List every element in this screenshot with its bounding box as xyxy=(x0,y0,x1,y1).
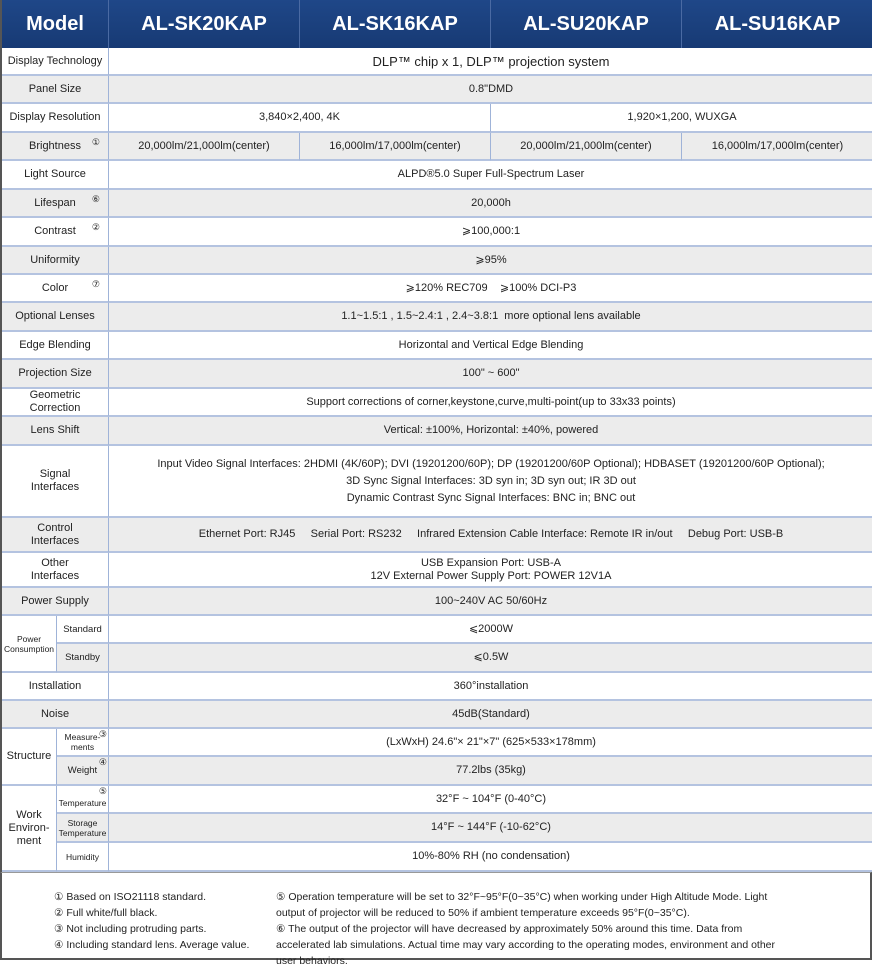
footnote-marker: ③ xyxy=(98,729,107,739)
row-value: ⩽0.5W xyxy=(109,644,872,673)
sub-label-text: Weight xyxy=(67,765,98,776)
row-value: 1,920×1,200, WUXGA xyxy=(491,104,872,133)
row-value: 16,000lm/17,000lm(center) xyxy=(300,133,491,161)
row-label-text: Brightness xyxy=(29,139,81,152)
model-column-header: AL-SK16KAP xyxy=(300,0,491,48)
sub-label: Weight ④ xyxy=(57,757,109,786)
row-value: DLP™ chip x 1, DLP™ projection system xyxy=(109,48,872,76)
footnote-marker: ① xyxy=(91,137,100,147)
value-line: Input Video Signal Interfaces: 2HDMI (4K… xyxy=(157,457,825,470)
value-line: Dynamic Contrast Sync Signal Interfaces:… xyxy=(346,491,636,504)
footnote-marker: ⑥ xyxy=(91,194,100,204)
row-label-text: Contrast xyxy=(34,225,76,237)
row-label: Lens Shift xyxy=(2,417,109,446)
row-label: Optional Lenses xyxy=(2,303,109,332)
row-value: 20,000h xyxy=(109,190,872,218)
value-line: 12V External Power Supply Port: POWER 12… xyxy=(370,569,612,582)
row-label: Lifespan ⑥ xyxy=(2,190,109,218)
row-label: Geometric Correction xyxy=(2,389,109,417)
row-value: 100" ~ 600" xyxy=(109,360,872,389)
row-value: 1.1~1.5:1 , 1.5~2.4:1 , 2.4~3.8:1 more o… xyxy=(109,303,872,332)
row-label: Brightness ① xyxy=(2,133,109,161)
row-value: Horizontal and Vertical Edge Blending xyxy=(109,332,872,360)
row-value: 16,000lm/17,000lm(center) xyxy=(682,133,872,161)
model-column-header: AL-SU16KAP xyxy=(682,0,872,48)
model-column-header: AL-SK20KAP xyxy=(109,0,300,48)
row-value: ALPD®5.0 Super Full-Spectrum Laser xyxy=(109,161,872,190)
row-label: Other Interfaces xyxy=(2,553,109,588)
sub-label: Standard xyxy=(57,616,109,644)
sub-label: Standby xyxy=(57,644,109,673)
row-group-label: Power Consumption xyxy=(2,616,57,673)
row-label: Panel Size xyxy=(2,76,109,104)
row-value: Vertical: ±100%, Horizontal: ±40%, power… xyxy=(109,417,872,446)
row-value: 77.2lbs (35kg) xyxy=(109,757,872,786)
model-column-header: AL-SU20KAP xyxy=(491,0,682,48)
row-value: Ethernet Port: RJ45 Serial Port: RS232 I… xyxy=(109,518,872,553)
value-line: USB Expansion Port: USB-A xyxy=(420,556,561,569)
row-value: 3,840×2,400, 4K xyxy=(109,104,491,133)
row-group-label: Work Environ-ment xyxy=(2,786,57,872)
row-label: Edge Blending xyxy=(2,332,109,360)
sub-label: Measure-ments ③ xyxy=(57,729,109,757)
row-value: ⩾100,000:1 xyxy=(109,218,872,247)
spec-table: Model AL-SK20KAP AL-SK16KAP AL-SU20KAP A… xyxy=(0,0,872,872)
row-label: Uniformity xyxy=(2,247,109,275)
value-line: 3D Sync Signal Interfaces: 3D syn in; 3D… xyxy=(346,474,636,487)
row-value: 0.8"DMD xyxy=(109,76,872,104)
row-label: Signal Interfaces xyxy=(2,446,109,518)
row-label: Control Interfaces xyxy=(2,518,109,553)
row-group-label: Structure xyxy=(2,729,57,786)
row-label: Projection Size xyxy=(2,360,109,389)
row-value: (LxWxH) 24.6"× 21"×7" (625×533×178mm) xyxy=(109,729,872,757)
row-value: 20,000lm/21,000lm(center) xyxy=(491,133,682,161)
row-label: Power Supply xyxy=(2,588,109,616)
row-value: 10%-80% RH (no condensation) xyxy=(109,843,872,872)
footnote: ② Full white/full black. xyxy=(54,907,158,919)
sub-label: Temperature ⑤ xyxy=(57,786,109,814)
footnote: ⑤ Operation temperature will be set to 3… xyxy=(276,891,768,919)
row-value: ⩾95% xyxy=(109,247,872,275)
row-value: USB Expansion Port: USB-A 12V External P… xyxy=(109,553,872,588)
footnotes-right: ⑤ Operation temperature will be set to 3… xyxy=(276,889,796,967)
footnote: ④ Including standard lens. Average value… xyxy=(54,939,250,951)
sub-label-text: Temperature xyxy=(58,798,107,808)
row-value: ⩾120% REC709 ⩾100% DCI-P3 xyxy=(109,275,872,303)
sub-label: Humidity xyxy=(57,843,109,872)
footnote: ⑥ The output of the projector will have … xyxy=(276,923,776,967)
row-label: Light Source xyxy=(2,161,109,190)
footnote-marker: ④ xyxy=(98,757,107,767)
row-label-text: Color xyxy=(41,281,69,294)
row-label: Color ⑦ xyxy=(2,275,109,303)
row-label-text: Lifespan xyxy=(34,196,76,209)
footnote: ① Based on ISO21118 standard. xyxy=(54,891,207,903)
row-label: Display Resolution xyxy=(2,104,109,133)
footnotes-left: ① Based on ISO21118 standard. ② Full whi… xyxy=(54,889,276,958)
model-header: Model xyxy=(2,0,109,48)
row-label: Noise xyxy=(2,701,109,729)
row-value: 100~240V AC 50/60Hz xyxy=(109,588,872,616)
row-value: Support corrections of corner,keystone,c… xyxy=(109,389,872,417)
row-value: 360°installation xyxy=(109,673,872,701)
row-value: 14°F ~ 144°F (-10-62°C) xyxy=(109,814,872,843)
row-value: Input Video Signal Interfaces: 2HDMI (4K… xyxy=(109,446,872,518)
footnote-marker: ⑤ xyxy=(98,786,107,796)
footnote-marker: ⑦ xyxy=(91,279,100,289)
footnotes: ① Based on ISO21118 standard. ② Full whi… xyxy=(0,872,872,967)
sub-label: Storage Temperature xyxy=(57,814,109,843)
row-value: 32°F ~ 104°F (0-40°C) xyxy=(109,786,872,814)
footnote-marker: ② xyxy=(91,222,100,232)
row-value: 20,000lm/21,000lm(center) xyxy=(109,133,300,161)
row-value: 45dB(Standard) xyxy=(109,701,872,729)
footnote: ③ Not including protruding parts. xyxy=(54,923,207,935)
sub-label-text: Measure-ments xyxy=(64,732,101,752)
row-label: Installation xyxy=(2,673,109,701)
row-label: Contrast ② xyxy=(2,218,109,247)
row-label: Display Technology xyxy=(2,48,109,76)
row-value: ⩽2000W xyxy=(109,616,872,644)
